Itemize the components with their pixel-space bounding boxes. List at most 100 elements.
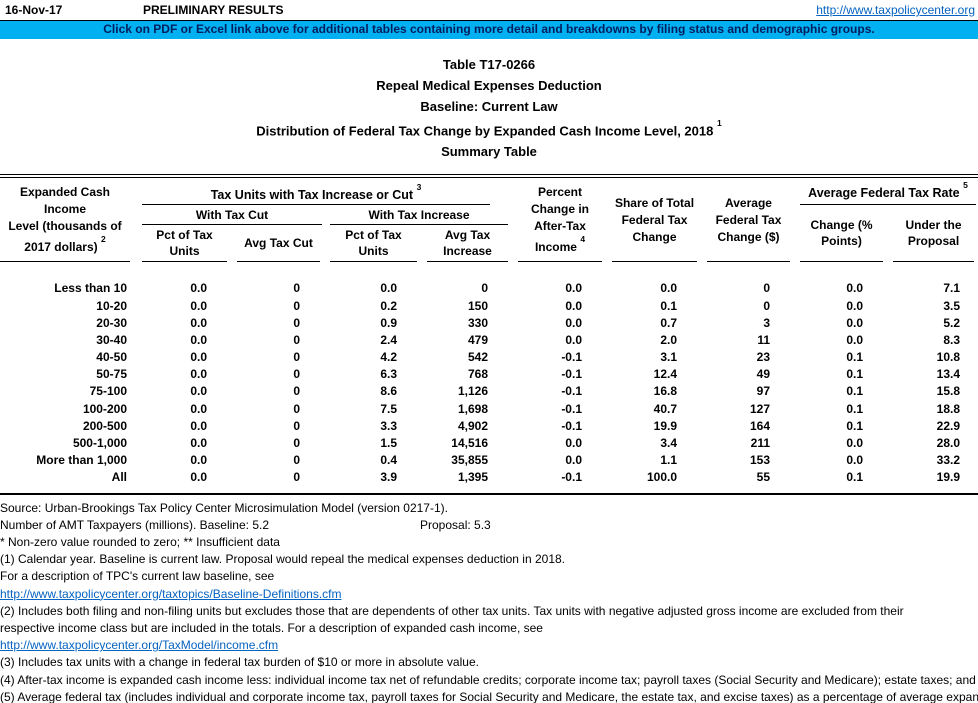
row-value: 1.5 bbox=[380, 436, 397, 451]
row-value: 0 bbox=[293, 418, 300, 433]
row-value: 0 bbox=[293, 453, 300, 468]
underline bbox=[330, 261, 417, 263]
row-value: 330 bbox=[467, 315, 488, 330]
row-value: 0.0 bbox=[565, 281, 582, 296]
row-value: 0.1 bbox=[846, 401, 863, 416]
col-header-rate-change-points: Change (% Points) bbox=[800, 205, 893, 263]
row-income-label: 40-50 bbox=[96, 350, 127, 365]
table-body: Less than 10 0.0 0 0.0 0 0.0 0.0 0 0.0 7.1 10-20 0.… bbox=[0, 280, 978, 486]
row-value: 0 bbox=[481, 281, 488, 296]
row-value: 0.0 bbox=[565, 453, 582, 468]
col-header-rate-under-proposal: Under the Proposal bbox=[893, 205, 978, 263]
row-value: 3.3 bbox=[380, 418, 397, 433]
row-value: 0.0 bbox=[190, 401, 207, 416]
underline bbox=[707, 261, 790, 263]
row-value: 49 bbox=[756, 367, 770, 382]
footnote-ref-1: 1 bbox=[716, 118, 722, 128]
row-value: 211 bbox=[750, 436, 770, 451]
row-value: 3 bbox=[763, 315, 770, 330]
row-value: 164 bbox=[749, 418, 770, 433]
table-row: 500-1,000 0.0 0 1.5 14,516 0.0 3.4 211 0.0 28.0 bbox=[0, 435, 978, 452]
row-value: 10.8 bbox=[936, 350, 960, 365]
row-value: 0.7 bbox=[660, 315, 677, 330]
row-value: 3.4 bbox=[660, 436, 677, 451]
baseline-line: Baseline: Current Law bbox=[420, 99, 558, 114]
row-value: 479 bbox=[467, 332, 488, 347]
row-value: 0 bbox=[293, 315, 300, 330]
underline bbox=[427, 261, 508, 263]
row-value: 0.0 bbox=[846, 436, 863, 451]
table-header: Expanded Cash Income Level (thousands of… bbox=[0, 178, 978, 263]
group-header-with-tax-cut: With Tax Cut bbox=[142, 205, 330, 226]
group-header-average-federal-tax-rate: Average Federal Tax Rate 5 bbox=[800, 178, 978, 206]
row-value: 0.1 bbox=[660, 298, 677, 313]
footnote-ref-2: 2 bbox=[100, 234, 106, 245]
row-value: 0.2 bbox=[380, 298, 397, 313]
underline bbox=[142, 261, 227, 263]
row-value: 0 bbox=[293, 281, 300, 296]
row-value: 0.0 bbox=[846, 281, 863, 296]
row-value: 2.4 bbox=[380, 332, 397, 347]
taxpolicycenter-link[interactable]: http://www.taxpolicycenter.org bbox=[816, 3, 975, 17]
col-header-share-of-total-change: Share of Total Federal Tax Change bbox=[612, 178, 707, 263]
row-value: 11 bbox=[757, 332, 770, 347]
row-value: -0.1 bbox=[561, 401, 582, 416]
row-value: 0.0 bbox=[190, 281, 207, 296]
row-value: 0.0 bbox=[190, 418, 207, 433]
row-value: 3.1 bbox=[660, 350, 677, 365]
row-income-label: 20-30 bbox=[96, 315, 127, 330]
table-row: 40-50 0.0 0 4.2 542 -0.1 3.1 23 0.1 10.8 bbox=[0, 349, 978, 366]
table-row: Less than 10 0.0 0 0.0 0 0.0 0.0 0 0.0 7.1 bbox=[0, 280, 978, 297]
row-value: 1,395 bbox=[457, 470, 488, 485]
underline bbox=[800, 204, 976, 206]
footnote-2-line1: (2) Includes both filing and non-filing … bbox=[0, 603, 904, 618]
table-row: 10-20 0.0 0 0.2 150 0.0 0.1 0 0.0 3.5 bbox=[0, 298, 978, 315]
footnote-5: (5) Average federal tax (includes indivi… bbox=[0, 689, 978, 703]
row-value: 4.2 bbox=[380, 350, 397, 365]
table-row: 200-500 0.0 0 3.3 4,902 -0.1 19.9 164 0.1 22.9 bbox=[0, 418, 978, 435]
row-value: 542 bbox=[467, 350, 488, 365]
row-income-label: Less than 10 bbox=[54, 281, 127, 296]
underline bbox=[237, 261, 320, 263]
income-definition-link[interactable]: http://www.taxpolicycenter.org/TaxModel/… bbox=[0, 638, 279, 653]
col-header-avg-tax-increase: Avg Tax Increase bbox=[427, 225, 518, 263]
row-value: 0.0 bbox=[190, 436, 207, 451]
footnote-2-line2: respective income class but are included… bbox=[0, 621, 543, 635]
table-row: 75-100 0.0 0 8.6 1,126 -0.1 16.8 97 0.1 15.8 bbox=[0, 383, 978, 400]
underline bbox=[0, 261, 130, 263]
underline bbox=[612, 261, 697, 263]
row-value: 1.1 bbox=[660, 453, 677, 468]
row-value: 19.9 bbox=[936, 470, 960, 485]
row-value: 55 bbox=[756, 470, 770, 485]
row-value: 0.4 bbox=[380, 453, 397, 468]
underline bbox=[330, 224, 508, 226]
baseline-definitions-link[interactable]: http://www.taxpolicycenter.org/taxtopics… bbox=[0, 586, 342, 601]
table-number: Table T17-0266 bbox=[442, 57, 536, 72]
row-value: 0 bbox=[293, 384, 300, 399]
row-value: 23 bbox=[756, 350, 770, 365]
title-block: Table T17-0266 Repeal Medical Expenses D… bbox=[0, 54, 978, 162]
row-income-label: More than 1,000 bbox=[36, 453, 127, 468]
row-value: 0.0 bbox=[380, 281, 397, 296]
row-value: 0 bbox=[293, 470, 300, 485]
underline bbox=[893, 261, 974, 263]
row-value: 33.2 bbox=[936, 453, 960, 468]
row-value: 0.1 bbox=[846, 384, 863, 399]
underline bbox=[142, 224, 322, 226]
row-value: 2.0 bbox=[660, 332, 677, 347]
row-income-label: 200-500 bbox=[82, 418, 127, 433]
group-header-tax-units-increase-or-cut: Tax Units with Tax Increase or Cut 3 bbox=[142, 178, 518, 206]
row-value: 0 bbox=[293, 436, 300, 451]
row-value: -0.1 bbox=[561, 418, 582, 433]
row-value: 7.5 bbox=[380, 401, 397, 416]
row-income-label: 30-40 bbox=[96, 332, 127, 347]
row-value: 0.0 bbox=[190, 453, 207, 468]
footnote-1: (1) Calendar year. Baseline is current l… bbox=[0, 552, 565, 567]
row-value: 40.7 bbox=[653, 401, 677, 416]
row-value: 0.1 bbox=[846, 367, 863, 382]
row-value: 16.8 bbox=[653, 384, 677, 399]
amt-proposal: Proposal: 5.3 bbox=[420, 517, 491, 532]
row-value: 0.1 bbox=[846, 350, 863, 365]
row-value: 15.8 bbox=[936, 384, 960, 399]
row-value: 0.0 bbox=[846, 315, 863, 330]
